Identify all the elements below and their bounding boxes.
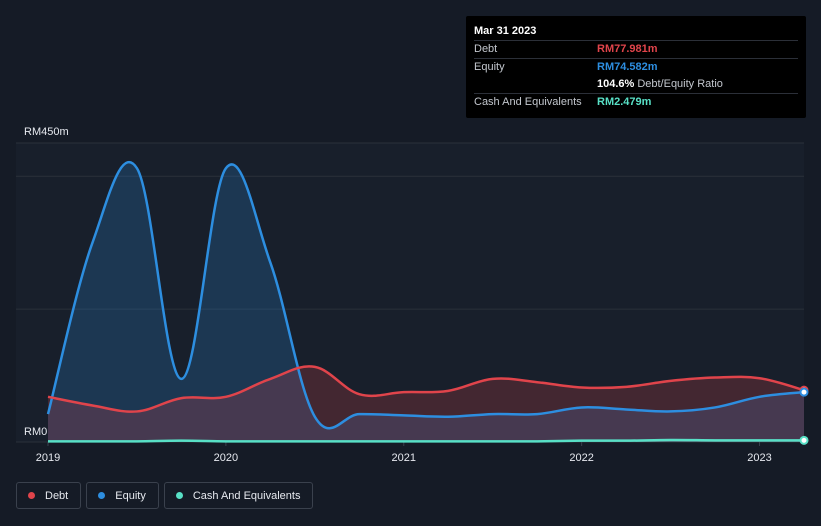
x-tick-label-2021: 2021 <box>392 452 416 464</box>
debt-line <box>47 365 805 413</box>
y-axis-top-label: RM450m <box>24 126 69 138</box>
tooltip-date: Mar 31 2023 <box>474 25 537 37</box>
x-tick-label-2022: 2022 <box>569 452 593 464</box>
legend-equity-dot-icon <box>98 492 106 499</box>
tooltip-cash-label: Cash And Equivalents <box>474 96 582 108</box>
tooltip-debt-row: Debt RM77.981m <box>474 40 798 58</box>
y-axis-bottom-label: RM0 <box>24 426 47 438</box>
equity-area <box>48 162 804 442</box>
legend-equity-label: Equity <box>115 489 146 502</box>
tooltip-ratio-row: 104.6% Debt/Equity Ratio <box>474 76 798 93</box>
legend-debt-label: Debt <box>45 489 69 502</box>
tooltip-debt-value: RM77.981m <box>597 43 658 55</box>
legend-cash-dot-icon <box>175 492 183 499</box>
tooltip-equity-value: RM74.582m <box>597 61 658 73</box>
tooltip-debt-label: Debt <box>474 43 498 55</box>
legend: Debt Equity Cash And Equivalents <box>16 482 314 509</box>
legend-item-debt[interactable]: Debt <box>16 482 82 509</box>
tooltip: Mar 31 2023 Debt RM77.981m Equity RM74.5… <box>466 16 806 118</box>
legend-item-cash[interactable]: Cash And Equivalents <box>163 482 314 509</box>
legend-item-equity[interactable]: Equity <box>86 482 159 509</box>
debt-area <box>48 366 804 442</box>
equity-line <box>46 160 805 430</box>
tooltip-ratio-label: Debt/Equity Ratio <box>637 78 723 90</box>
x-tick-label-2023: 2023 <box>747 452 771 464</box>
tooltip-cash-row: Cash And Equivalents RM2.479m <box>474 93 798 111</box>
x-tick-label-2020: 2020 <box>214 452 238 464</box>
cash-and-equivalents-end-marker <box>799 435 809 445</box>
tooltip-equity-label: Equity <box>474 61 505 73</box>
legend-debt-dot-icon <box>28 492 35 499</box>
x-tick-label-2019: 2019 <box>36 452 60 464</box>
legend-cash-label: Cash And Equivalents <box>192 489 301 502</box>
equity-end-marker <box>799 387 809 397</box>
cash-and-equivalents-line <box>48 438 804 443</box>
tooltip-ratio-value: 104.6% <box>597 78 635 90</box>
tooltip-cash-value: RM2.479m <box>597 96 652 108</box>
tooltip-equity-row: Equity RM74.582m <box>474 58 798 76</box>
